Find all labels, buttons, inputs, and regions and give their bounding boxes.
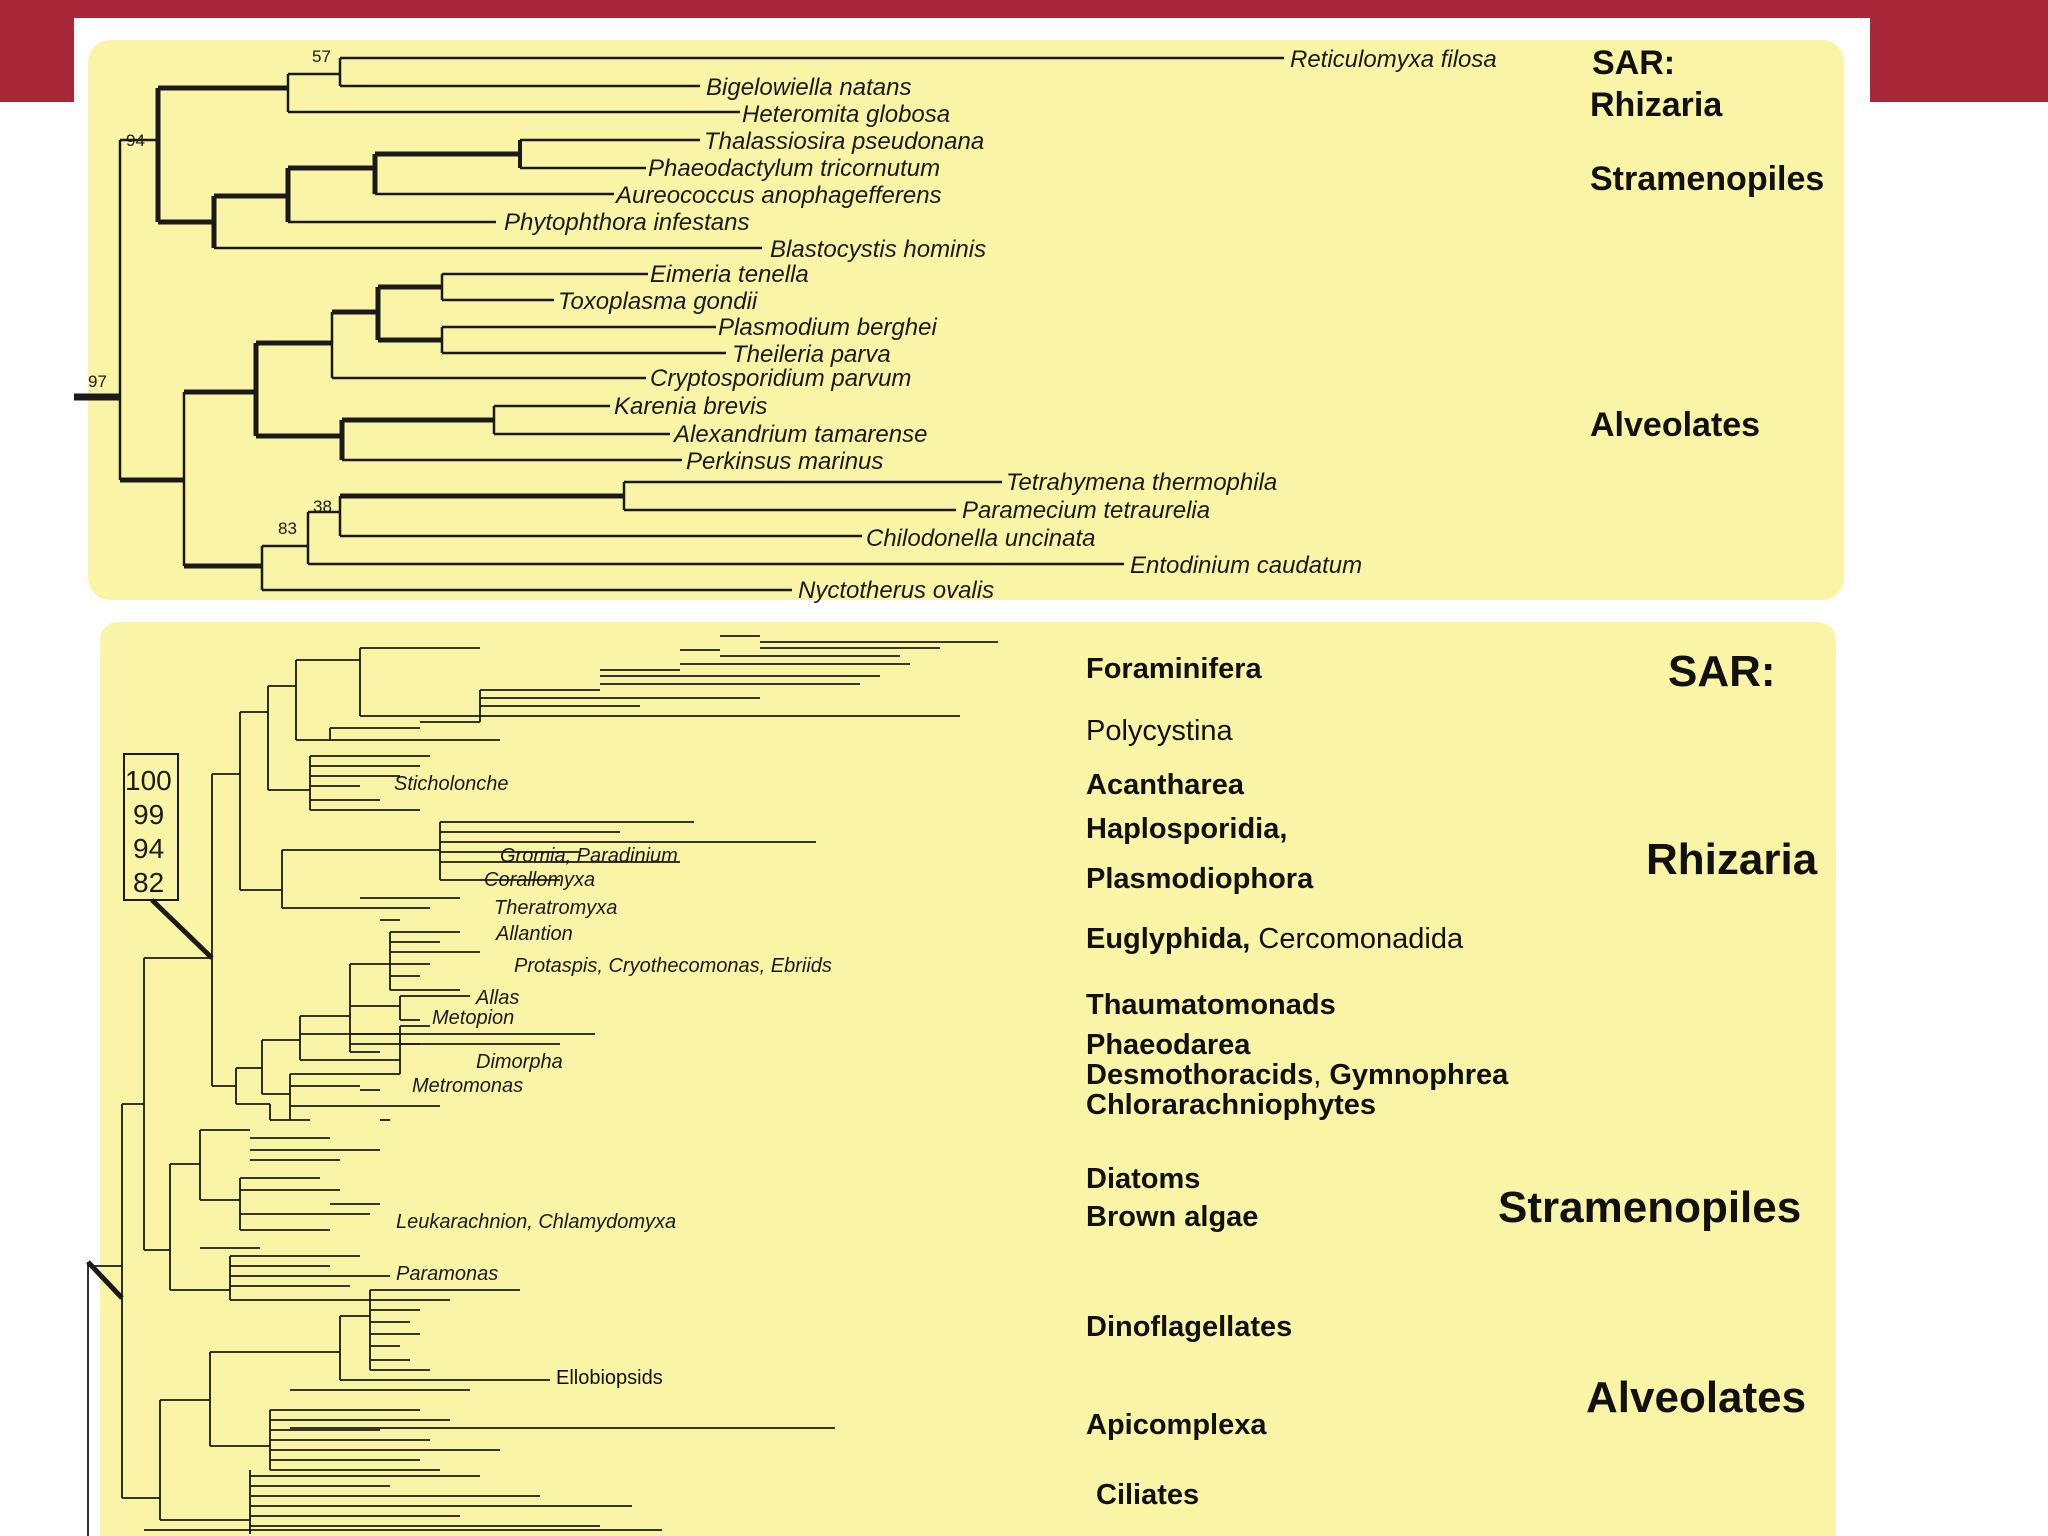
group-label-diatoms: Diatoms (1086, 1163, 1200, 1195)
taxon-label: Phytophthora infestans (504, 209, 750, 236)
top-tree-panel (88, 40, 1844, 600)
taxon-label: Plasmodium berghei (718, 314, 937, 341)
taxon-label: Phaeodactylum tricornutum (648, 155, 940, 182)
group-label-phaeodarea: Phaeodarea (1086, 1029, 1251, 1061)
group-label-plasmodiophora: Plasmodiophora (1086, 863, 1314, 895)
group-label-brown-algae: Brown algae (1086, 1201, 1258, 1233)
taxon-label: Bigelowiella natans (706, 74, 911, 101)
clade-label: Corallomyxa (484, 869, 595, 891)
taxon-label: Blastocystis hominis (770, 236, 986, 263)
taxon-label: Toxoplasma gondii (558, 288, 758, 315)
group-label-desmothoracids: Desmothoracids, Gymnophrea (1086, 1059, 1509, 1091)
big-label-stramenopiles: Stramenopiles (1498, 1183, 1801, 1232)
bottom-tree-panel (100, 622, 1836, 1536)
support-box-value: 99 (133, 799, 164, 830)
taxon-label: Alexandrium tamarense (672, 421, 927, 448)
group-label-thaumatomonads: Thaumatomonads (1086, 989, 1336, 1021)
taxon-label: Theileria parva (732, 341, 891, 368)
clade-label: Gromia, Paradinium (500, 845, 678, 867)
clade-label: Theratromyxa (494, 897, 617, 919)
big-label-alveolates: Alveolates (1586, 1373, 1806, 1422)
support-value: 83 (278, 519, 297, 538)
taxon-label: Entodinium caudatum (1130, 552, 1362, 579)
taxon-label: Chilodonella uncinata (866, 525, 1096, 552)
clade-label: Protaspis, Cryothecomonas, Ebriids (514, 955, 832, 977)
support-box (123, 753, 179, 901)
taxon-label: Tetrahymena thermophila (1006, 469, 1277, 496)
group-label-apicomplexa: Apicomplexa (1086, 1409, 1267, 1441)
support-box-value: 100 (125, 765, 172, 796)
support-value: 38 (313, 497, 332, 516)
clade-label: Allas (475, 987, 519, 1009)
group-label-chlorarachniophytes: Chlorarachniophytes (1086, 1089, 1376, 1121)
group-label-dinoflagellates: Dinoflagellates (1086, 1311, 1292, 1343)
taxon-label: Thalassiosira pseudonana (704, 128, 984, 155)
clade-label: Dimorpha (476, 1051, 563, 1073)
taxon-label: Reticulomyxa filosa (1290, 46, 1497, 73)
group-label-haplosporidia: Haplosporidia, (1086, 813, 1287, 845)
clade-label: Leukarachnion, Chlamydomyxa (396, 1211, 676, 1233)
clade-label: Paramonas (396, 1263, 498, 1285)
clade-label: Metopion (432, 1007, 514, 1029)
taxon-label: Aureococcus anophagefferens (614, 182, 942, 209)
group-label-sar: SAR: (1592, 44, 1675, 82)
taxon-label: Eimeria tenella (650, 261, 809, 288)
group-label-stramenopiles: Stramenopiles (1590, 160, 1824, 198)
taxon-label: Cryptosporidium parvum (650, 365, 911, 392)
taxon-label: Heteromita globosa (742, 101, 950, 128)
group-label-polycystina: Polycystina (1086, 715, 1234, 747)
clade-label: Allantion (495, 923, 573, 945)
support-box-value: 82 (133, 867, 164, 898)
group-label-rhizaria: Rhizaria (1590, 86, 1723, 124)
clade-label: Ellobiopsids (556, 1367, 663, 1389)
big-label-rhizaria: Rhizaria (1646, 835, 1818, 884)
support-value: 57 (312, 47, 331, 66)
group-label-ciliates: Ciliates (1096, 1479, 1199, 1511)
big-label-sar: SAR: (1668, 647, 1776, 696)
taxon-label: Paramecium tetraurelia (962, 497, 1210, 524)
clade-label: Metromonas (412, 1075, 523, 1097)
group-label-foraminifera: Foraminifera (1086, 653, 1263, 685)
support-value: 94 (126, 131, 145, 150)
clade-label: Sticholonche (394, 773, 509, 795)
taxon-label: Nyctotherus ovalis (798, 577, 994, 604)
group-label-acantharea: Acantharea (1086, 769, 1245, 801)
taxon-label: Perkinsus marinus (686, 448, 883, 475)
group-label-euglyphida: Euglyphida, Cercomonadida (1086, 923, 1464, 955)
support-box-value: 94 (133, 833, 164, 864)
group-label-alveolates: Alveolates (1590, 406, 1760, 444)
support-value: 97 (88, 372, 107, 391)
taxon-label: Karenia brevis (614, 393, 767, 420)
